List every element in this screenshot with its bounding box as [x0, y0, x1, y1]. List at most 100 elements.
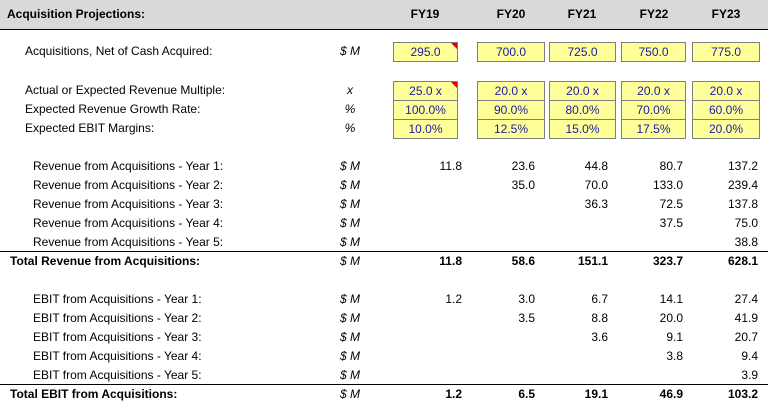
input-value: 750.0	[638, 45, 669, 59]
cell-value: 58.6	[511, 254, 535, 268]
cell-value: 9.1	[666, 330, 683, 344]
cell-value: 6.7	[591, 292, 608, 306]
cell-value: 27.4	[734, 292, 758, 306]
row-unit: $ M	[339, 178, 360, 192]
input-value: 25.0 x	[409, 84, 442, 98]
input-cell	[549, 119, 616, 139]
cell-value: 72.5	[659, 197, 683, 211]
cell-value: 20.0	[659, 311, 683, 325]
input-cell	[692, 119, 760, 139]
column-header: FY23	[711, 7, 741, 21]
column-header: FY21	[567, 7, 597, 21]
input-value: 775.0	[710, 45, 742, 59]
input-cell	[477, 42, 545, 62]
cell-value: 3.8	[666, 349, 683, 363]
comment-flag	[451, 82, 457, 88]
cell-value: 20.7	[734, 330, 758, 344]
cell-value: 3.6	[591, 330, 608, 344]
row-unit: x	[347, 83, 353, 97]
header-band	[0, 0, 768, 30]
row-label: Revenue from Acquisitions - Year 3:	[33, 197, 224, 211]
input-cell	[621, 42, 686, 62]
input-value: 295.0	[410, 45, 441, 59]
cell-value: 323.7	[652, 254, 683, 268]
input-cell	[549, 42, 616, 62]
row-unit: $ M	[339, 235, 360, 249]
input-value: 12.5%	[493, 122, 529, 136]
row-label: Total EBIT from Acquisitions:	[10, 387, 178, 401]
row-label: EBIT from Acquisitions - Year 4:	[33, 349, 202, 363]
row-unit: $ M	[339, 387, 360, 401]
cell-value: 137.8	[727, 197, 758, 211]
input-value: 17.5%	[636, 122, 671, 136]
cell-value: 628.1	[727, 254, 758, 268]
input-value: 80.0%	[565, 103, 600, 117]
row-unit: $ M	[339, 216, 360, 230]
cell-value: 151.1	[577, 254, 608, 268]
cell-value: 80.7	[659, 159, 683, 173]
input-value: 20.0 x	[637, 84, 670, 98]
row-unit: $ M	[339, 44, 360, 58]
column-header: FY19	[410, 7, 440, 21]
row-unit: $ M	[339, 349, 360, 363]
cell-value: 3.0	[518, 292, 535, 306]
input-value: 20.0 x	[566, 84, 599, 98]
row-label: EBIT from Acquisitions - Year 2:	[33, 311, 202, 325]
row-label: Revenue from Acquisitions - Year 5:	[33, 235, 224, 249]
total-rule	[0, 384, 768, 385]
input-value: 15.0%	[565, 122, 600, 136]
row-unit: $ M	[339, 330, 360, 344]
total-rule	[0, 251, 768, 252]
row-label: EBIT from Acquisitions - Year 5:	[33, 368, 202, 382]
cell-value: 14.1	[659, 292, 683, 306]
column-header: FY20	[496, 7, 526, 21]
row-unit: $ M	[339, 368, 360, 382]
row-label: Revenue from Acquisitions - Year 2:	[33, 178, 224, 192]
cell-value: 41.9	[734, 311, 758, 325]
row-unit: %	[344, 121, 356, 135]
row-label: Expected EBIT Margins:	[25, 121, 155, 135]
row-label: Expected Revenue Growth Rate:	[25, 102, 201, 116]
input-value: 60.0%	[708, 103, 744, 117]
cell-value: 1.2	[445, 387, 462, 401]
input-value: 725.0	[567, 45, 598, 59]
row-label: EBIT from Acquisitions - Year 1:	[33, 292, 202, 306]
cell-value: 44.8	[584, 159, 608, 173]
cell-value: 133.0	[652, 178, 683, 192]
input-cell	[393, 42, 458, 62]
cell-value: 11.8	[439, 159, 462, 173]
cell-value: 38.8	[734, 235, 758, 249]
input-value: 100.0%	[405, 103, 446, 117]
row-unit: $ M	[339, 311, 360, 325]
cell-value: 46.9	[659, 387, 683, 401]
input-value: 20.0 x	[709, 84, 743, 98]
input-value: 70.0%	[636, 103, 671, 117]
input-cell	[393, 119, 458, 139]
row-label: Revenue from Acquisitions - Year 1:	[33, 159, 224, 173]
row-label: Total Revenue from Acquisitions:	[10, 254, 201, 268]
row-unit: $ M	[339, 159, 360, 173]
input-value: 90.0%	[493, 103, 529, 117]
cell-value: 35.0	[511, 178, 535, 192]
row-unit: $ M	[339, 197, 360, 211]
cell-value: 103.2	[727, 387, 758, 401]
input-value: 20.0 x	[494, 84, 528, 98]
cell-value: 137.2	[727, 159, 758, 173]
input-value: 20.0%	[708, 122, 744, 136]
cell-value: 3.9	[741, 368, 758, 382]
sheet-title: Acquisition Projections:	[7, 7, 146, 21]
row-label: Revenue from Acquisitions - Year 4:	[33, 216, 224, 230]
cell-value: 36.3	[584, 197, 608, 211]
input-value: 700.0	[495, 45, 527, 59]
cell-value: 23.6	[511, 159, 535, 173]
cell-value: 19.1	[584, 387, 608, 401]
cell-value: 75.0	[734, 216, 758, 230]
row-unit: $ M	[339, 292, 360, 306]
row-label: Acquisitions, Net of Cash Acquired:	[25, 44, 213, 58]
row-unit: %	[344, 102, 356, 116]
cell-value: 11.8	[439, 254, 462, 268]
cell-value: 9.4	[741, 349, 758, 363]
cell-value: 3.5	[518, 311, 535, 325]
column-header: FY22	[639, 7, 669, 21]
